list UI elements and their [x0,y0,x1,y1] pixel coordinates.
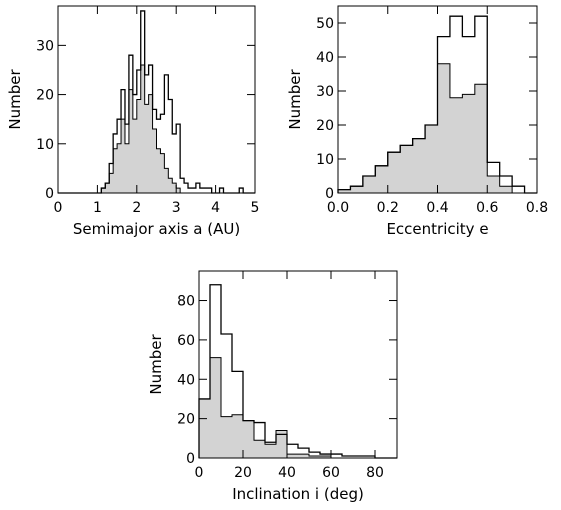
x-tick-label: 3 [172,200,181,216]
y-tick-label: 30 [316,84,334,100]
outline-histogram [198,284,397,459]
outline-histogram [337,15,537,194]
y-tick-label: 20 [36,88,54,104]
x-tick-label: 0.0 [327,200,349,216]
y-tick-label: 0 [45,186,54,202]
plot-frame [57,5,256,194]
y-tick-label: 20 [316,118,334,134]
x-axis-label: Inclination i (deg) [232,485,364,503]
x-tick-label: 4 [211,200,220,216]
x-axis-label: Semimajor axis a (AU) [73,220,240,238]
y-axis-label: Number [286,69,304,130]
y-tick-label: 80 [177,294,195,310]
x-tick-label: 60 [322,465,340,481]
y-tick-label: 40 [316,50,334,66]
y-axis-label: Number [147,334,165,395]
x-tick-label: 0 [54,200,63,216]
x-tick-label: 2 [132,200,141,216]
eccentricity-histogram: 0.0 0.2 0.4 0.6 0.8 0 10 20 30 40 50 Eccentricity e… [286,5,548,238]
y-axis-label: Number [6,69,24,130]
y-tick-label: 30 [36,38,54,54]
y-tick-label: 10 [36,137,54,153]
x-tick-label: 1 [93,200,102,216]
y-tick-label: 0 [325,186,334,202]
y-tick-label: 60 [177,333,195,349]
filled-histogram [58,64,255,194]
x-tick-label: 5 [251,200,260,216]
x-tick-label: 20 [234,465,252,481]
y-tick-label: 10 [316,152,334,168]
x-tick-label: 80 [366,465,384,481]
y-tick-label: 20 [177,412,195,428]
semimajor-axis-histogram: 0 1 2 3 4 5 0 10 20 30 Semimajor axis a (AU) Number [6,5,260,238]
y-tick-label: 40 [177,372,195,388]
x-tick-label: 0.2 [377,200,399,216]
x-tick-label: 0.6 [476,200,498,216]
x-axis-label: Eccentricity e [386,220,488,238]
y-tick-label: 0 [186,451,195,467]
x-tick-label: 0.8 [526,200,548,216]
plot-frame [198,270,398,459]
x-tick-label: 40 [278,465,296,481]
y-tick-label: 50 [316,16,334,32]
filled-histogram [198,357,397,459]
x-tick-label: 0 [195,465,204,481]
x-tick-label: 0.4 [426,200,448,216]
